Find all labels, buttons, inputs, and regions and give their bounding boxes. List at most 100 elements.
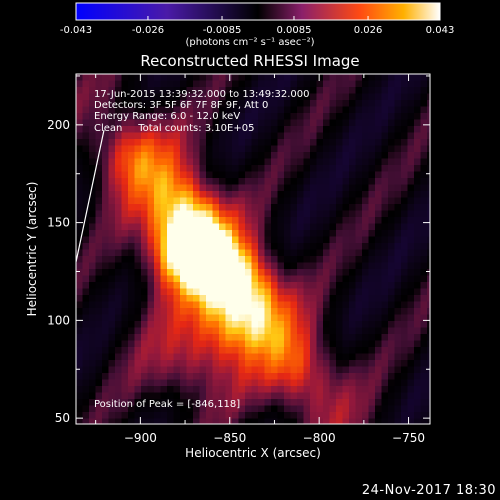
- heatmap-cell: [284, 399, 292, 407]
- heatmap-cell: [297, 353, 305, 361]
- heatmap-cell: [420, 236, 428, 244]
- heatmap-cell: [310, 262, 318, 270]
- heatmap-cell: [167, 191, 175, 199]
- heatmap-cell: [173, 418, 181, 424]
- heatmap-cell: [193, 223, 201, 231]
- heatmap-cell: [95, 418, 103, 424]
- heatmap-cell: [193, 256, 201, 264]
- heatmap-cell: [420, 360, 428, 368]
- heatmap-cell: [82, 386, 90, 394]
- heatmap-cell: [141, 405, 149, 413]
- heatmap-cell: [394, 217, 402, 225]
- heatmap-cell: [167, 178, 175, 186]
- heatmap-cell: [277, 262, 285, 270]
- heatmap-cell: [284, 217, 292, 225]
- heatmap-cell: [134, 100, 142, 108]
- heatmap-cell: [180, 256, 188, 264]
- heatmap-cell: [355, 210, 363, 218]
- heatmap-cell: [277, 301, 285, 309]
- heatmap-cell: [284, 301, 292, 309]
- heatmap-cell: [277, 80, 285, 88]
- heatmap-cell: [238, 412, 246, 420]
- heatmap-cell: [115, 119, 123, 127]
- heatmap-cell: [407, 249, 415, 257]
- heatmap-cell: [199, 204, 207, 212]
- heatmap-cell: [108, 126, 116, 134]
- heatmap-cell: [414, 308, 422, 316]
- heatmap-cell: [362, 243, 370, 251]
- heatmap-cell: [342, 184, 350, 192]
- heatmap-cell: [180, 236, 188, 244]
- heatmap-cell: [219, 217, 227, 225]
- heatmap-cell: [290, 282, 298, 290]
- heatmap-cell: [284, 308, 292, 316]
- heatmap-cell: [232, 87, 240, 95]
- heatmap-cell: [225, 165, 233, 173]
- heatmap-cell: [297, 340, 305, 348]
- heatmap-cell: [128, 405, 136, 413]
- heatmap-cell: [342, 126, 350, 134]
- heatmap-cell: [329, 386, 337, 394]
- heatmap-cell: [290, 249, 298, 257]
- heatmap-cell: [238, 243, 246, 251]
- heatmap-cell: [323, 314, 331, 322]
- heatmap-cell: [82, 334, 90, 342]
- heatmap-cell: [180, 100, 188, 108]
- heatmap-cell: [251, 295, 259, 303]
- heatmap-cell: [303, 301, 311, 309]
- heatmap-cell: [199, 152, 207, 160]
- heatmap-cell: [401, 230, 409, 238]
- heatmap-cell: [349, 249, 357, 257]
- heatmap-cell: [108, 366, 116, 374]
- heatmap-cell: [115, 405, 123, 413]
- heatmap-cell: [186, 321, 194, 329]
- heatmap-cell: [316, 132, 324, 140]
- heatmap-cell: [154, 113, 162, 121]
- heatmap-cell: [407, 353, 415, 361]
- heatmap-cell: [349, 243, 357, 251]
- heatmap-cell: [115, 210, 123, 218]
- heatmap-cell: [251, 145, 259, 153]
- heatmap-cell: [388, 373, 396, 381]
- heatmap-cell: [427, 204, 430, 212]
- heatmap-cell: [316, 178, 324, 186]
- heatmap-cell: [420, 106, 428, 114]
- heatmap-cell: [381, 412, 389, 420]
- heatmap-cell: [271, 386, 279, 394]
- heatmap-cell: [89, 197, 97, 205]
- heatmap-cell: [427, 379, 430, 387]
- heatmap-cell: [82, 392, 90, 400]
- heatmap-cell: [264, 145, 272, 153]
- heatmap-cell: [180, 243, 188, 251]
- heatmap-cell: [160, 100, 168, 108]
- heatmap-cell: [401, 139, 409, 147]
- heatmap-cell: [245, 275, 253, 283]
- heatmap-cell: [89, 282, 97, 290]
- heatmap-cell: [102, 100, 110, 108]
- heatmap-cell: [284, 204, 292, 212]
- heatmap-cell: [271, 301, 279, 309]
- heatmap-cell: [186, 178, 194, 186]
- heatmap-cell: [329, 347, 337, 355]
- heatmap-cell: [212, 158, 220, 166]
- heatmap-cell: [407, 295, 415, 303]
- heatmap-cell: [401, 301, 409, 309]
- heatmap-cell: [212, 139, 220, 147]
- heatmap-cell: [336, 418, 344, 424]
- heatmap-cell: [303, 249, 311, 257]
- heatmap-cell: [219, 158, 227, 166]
- heatmap-cell: [414, 74, 422, 82]
- heatmap-cell: [232, 197, 240, 205]
- heatmap-cell: [290, 132, 298, 140]
- heatmap-cell: [271, 405, 279, 413]
- heatmap-cell: [102, 366, 110, 374]
- heatmap-cell: [121, 204, 129, 212]
- heatmap-cell: [342, 230, 350, 238]
- heatmap-cell: [108, 347, 116, 355]
- heatmap-cell: [89, 191, 97, 199]
- heatmap-cell: [277, 360, 285, 368]
- heatmap-cell: [381, 249, 389, 257]
- heatmap-cell: [121, 152, 129, 160]
- heatmap-cell: [141, 340, 149, 348]
- heatmap-cell: [160, 106, 168, 114]
